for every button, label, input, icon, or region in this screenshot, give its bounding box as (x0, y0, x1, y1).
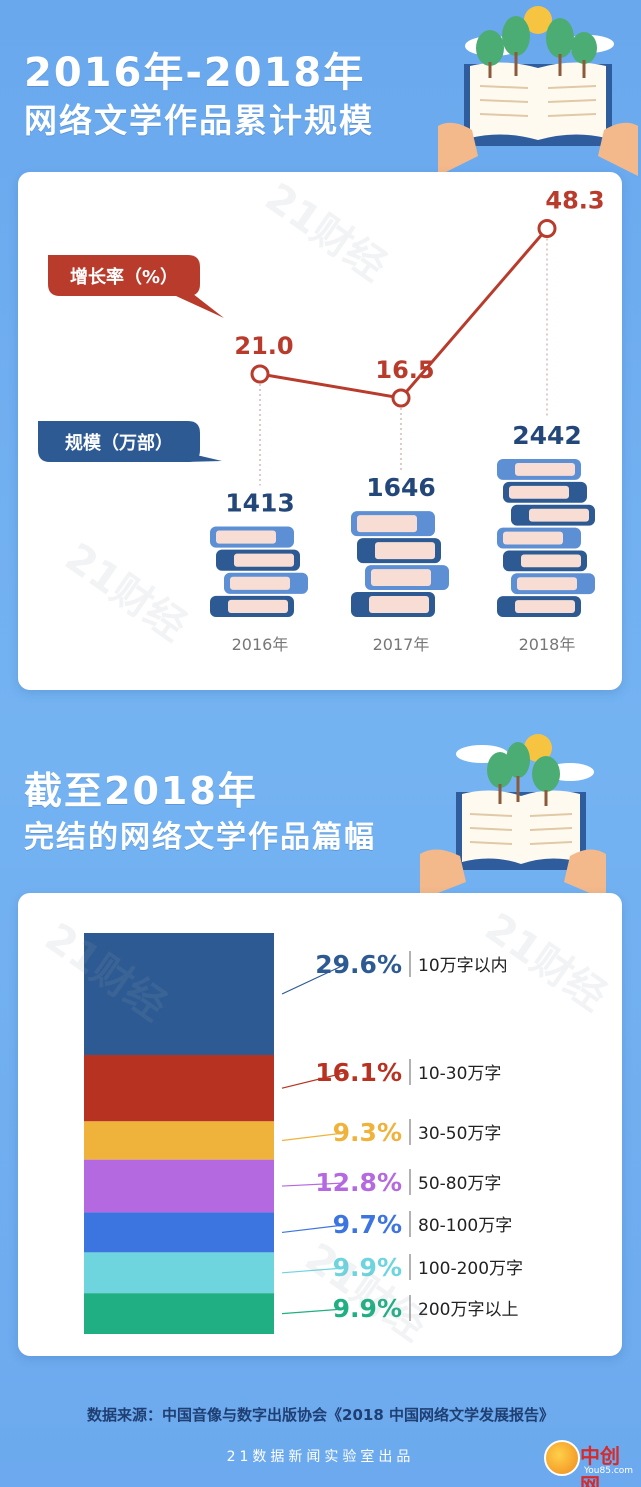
year-label: 2016年 (232, 635, 289, 654)
segment-30-50万字: 9.3% 30-50万字 (84, 1118, 501, 1160)
growth-value-label: 16.5 (375, 356, 434, 384)
category-label: 200万字以上 (418, 1300, 518, 1320)
length-distribution-chart: 29.6% 10万字以内 16.1% 10-30万字 9.3% 30-50万字 12.8% 5… (84, 933, 523, 1334)
category-label: 10-30万字 (418, 1064, 501, 1084)
section1-title-line1: 2016年-2018年 (24, 50, 366, 96)
growth-value-label: 48.3 (545, 187, 604, 215)
book-stack-2016年 (210, 526, 308, 617)
scale-value-label: 1413 (225, 488, 295, 517)
segment-80-100万字: 9.7% 80-100万字 (84, 1210, 512, 1253)
logo-emblem-icon (544, 1440, 580, 1476)
leader-line (281, 1224, 345, 1234)
book-stack-2017年 (351, 511, 449, 617)
stack-segment (84, 1054, 274, 1122)
open-book-illustration-icon-2 (420, 734, 606, 900)
logo-text: 中创网 (580, 1444, 620, 1487)
growth-value-label: 21.0 (234, 332, 293, 360)
percent-label: 29.6% (315, 950, 402, 979)
growth-point (537, 219, 557, 239)
section2-title-line1: 截至2018年 (24, 769, 258, 813)
data-source: 数据来源：中国音像与数字出版协会《2018 中国网络文学发展报告》 (87, 1406, 554, 1424)
section2-title-line2: 完结的网络文学作品篇幅 (24, 820, 376, 855)
book-pages (228, 599, 288, 613)
category-label: 50-80万字 (418, 1174, 501, 1194)
svg-text:规模（万部）: 规模（万部） (65, 432, 173, 454)
segment-10-30万字: 16.1% 10-30万字 (84, 1054, 501, 1122)
book-pages (357, 515, 417, 533)
book-stack-2018年 (497, 459, 595, 617)
leader-line (281, 1308, 345, 1315)
growth-point (391, 388, 411, 408)
book-pages (509, 485, 569, 499)
book-pages (369, 596, 429, 613)
length-chart-card: 29.6% 10万字以内 16.1% 10-30万字 9.3% 30-50万字 12.8% 5… (18, 893, 622, 1356)
year-label: 2018年 (519, 635, 576, 654)
open-book-illustration-icon (438, 6, 638, 176)
growth-point (250, 364, 270, 384)
stack-segment (84, 1252, 274, 1294)
scale-growth-chart: 增长率（%） 规模（万部） 1413 2016年 1646 2017年 2442 2018… (38, 187, 605, 654)
category-label: 10万字以内 (418, 956, 508, 976)
scale-chart-card: 增长率（%） 规模（万部） 1413 2016年 1646 2017年 2442 2018… (18, 172, 622, 690)
segment-10万字以内: 29.6% 10万字以内 (84, 933, 508, 1055)
scale-label: 规模（万部） (38, 421, 222, 462)
percent-label: 12.8% (315, 1168, 402, 1197)
book-pages (503, 531, 563, 545)
book-pages (216, 530, 276, 544)
scale-value-label: 1646 (366, 473, 436, 502)
segment-200万字以上: 9.9% 200万字以上 (84, 1293, 518, 1334)
year-label: 2017年 (373, 635, 430, 654)
stack-segment (84, 1212, 274, 1253)
percent-label: 9.7% (333, 1210, 402, 1239)
stack-segment (84, 1121, 274, 1160)
leader-line (281, 1132, 345, 1142)
scale-value-label: 2442 (512, 421, 582, 450)
section1-title-line2: 网络文学作品累计规模 (24, 101, 374, 140)
book-pages (521, 554, 581, 568)
book-pages (375, 542, 435, 560)
stack-segment (84, 933, 274, 1055)
leader-line (281, 1072, 345, 1089)
segment-50-80万字: 12.8% 50-80万字 (84, 1159, 501, 1213)
segment-100-200万字: 9.9% 100-200万字 (84, 1252, 523, 1294)
percent-label: 9.9% (333, 1294, 402, 1323)
percent-label: 9.9% (333, 1253, 402, 1282)
growth-rate-label: 增长率（%） (48, 255, 224, 318)
book-pages (371, 569, 431, 587)
stack-segment (84, 1159, 274, 1213)
percent-label: 9.3% (333, 1118, 402, 1147)
stack-segment (84, 1293, 274, 1334)
category-label: 100-200万字 (418, 1259, 523, 1279)
percent-label: 16.1% (315, 1058, 402, 1087)
book-pages (517, 577, 577, 591)
book-pages (529, 508, 589, 522)
logo-subtext: You85.com (584, 1466, 634, 1476)
book-pages (515, 463, 575, 476)
svg-text:增长率（%）: 增长率（%） (70, 266, 178, 288)
leader-line (281, 1182, 345, 1187)
category-label: 80-100万字 (418, 1216, 512, 1236)
book-pages (234, 553, 294, 567)
leader-line (281, 1267, 345, 1274)
site-logo[interactable]: 中创网 You85.com (544, 1438, 636, 1487)
category-label: 30-50万字 (418, 1124, 501, 1144)
book-pages (230, 576, 290, 590)
book-pages (515, 600, 575, 613)
leader-line (281, 964, 345, 995)
credit-line: 21数据新闻实验室出品 (226, 1449, 415, 1465)
